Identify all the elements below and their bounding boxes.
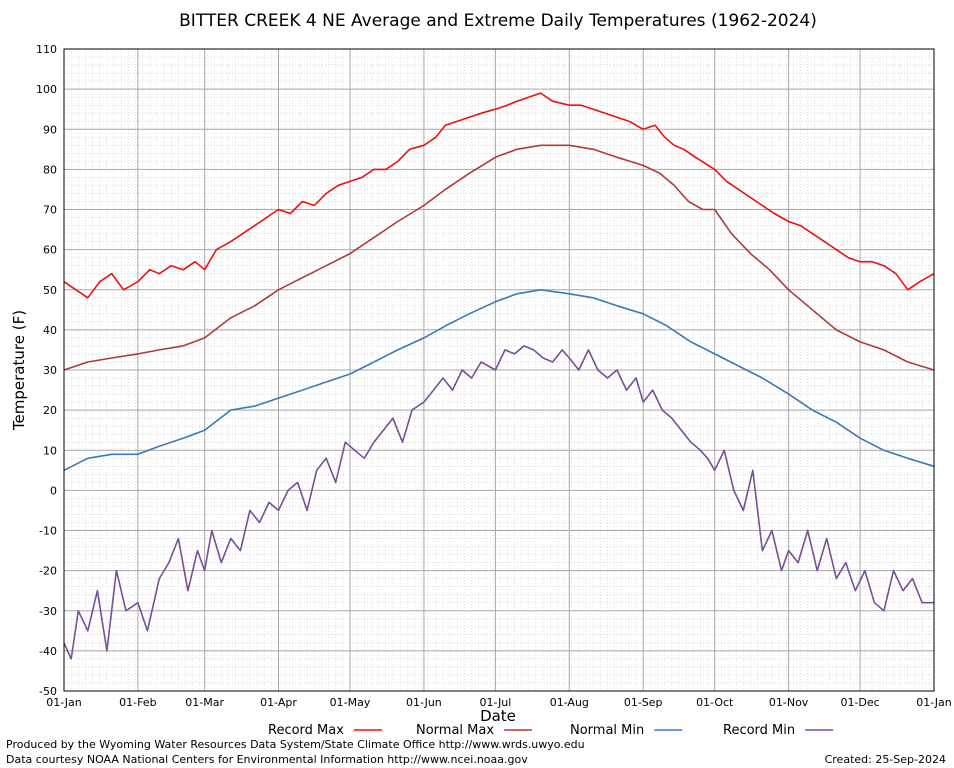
y-tick-label: -20 [39, 565, 57, 578]
y-axis-title: Temperature (F) [10, 310, 28, 431]
y-tick-label: 0 [50, 484, 57, 497]
x-axis-ticks: 01-Jan 01-Feb 01-Mar 01-Apr 01-May 01-Jun 01-J… [46, 696, 952, 709]
x-tick-label: 01-Jun [406, 696, 442, 709]
footer-producer: Produced by the Wyoming Water Resources … [6, 738, 585, 751]
y-tick-label: 80 [43, 163, 57, 176]
x-tick-label: 01-Feb [119, 696, 156, 709]
y-tick-label: 30 [43, 364, 57, 377]
plot-frame [63, 48, 935, 692]
x-tick-label: 01-Jan [916, 696, 952, 709]
y-axis-ticks: -50 -40 -30 -20 -10 0 10 20 30 40 50 60 70 80 90 100 110 [36, 43, 57, 698]
x-tick-label: 01-Jul [479, 696, 511, 709]
x-tick-label: 01-Mar [185, 696, 224, 709]
plot-area [63, 48, 935, 692]
x-tick-label: 01-May [330, 696, 371, 709]
y-tick-label: 20 [43, 404, 57, 417]
legend-label-record-min: Record Min [723, 723, 795, 738]
footer-courtesy: Data courtesy NOAA National Centers for … [6, 753, 528, 766]
x-axis-title: Date [480, 707, 516, 725]
legend-label-normal-max: Normal Max [416, 723, 494, 738]
y-tick-label: 60 [43, 244, 57, 257]
y-tick-label: 50 [43, 284, 57, 297]
x-tick-label: 01-Sep [624, 696, 663, 709]
y-tick-label: 10 [43, 444, 57, 457]
chart-title: BITTER CREEK 4 NE Average and Extreme Da… [179, 11, 817, 31]
x-tick-label: 01-Apr [260, 696, 297, 709]
series-layer [63, 92, 935, 660]
x-tick-label: 01-Dec [840, 696, 879, 709]
y-tick-label: 110 [36, 43, 57, 56]
x-tick-label: 01-Oct [696, 696, 734, 709]
y-tick-label: -40 [39, 645, 57, 658]
x-tick-label: 01-Jan [46, 696, 82, 709]
legend: Record Max Normal Max Normal Min Record Min [268, 723, 834, 738]
legend-label-normal-min: Normal Min [570, 723, 644, 738]
y-tick-label: 40 [43, 324, 57, 337]
y-tick-label: 100 [36, 83, 57, 96]
footer-created: Created: 25-Sep-2024 [825, 753, 946, 766]
legend-label-record-max: Record Max [268, 723, 344, 738]
y-tick-label: 90 [43, 123, 57, 136]
y-tick-label: -10 [39, 525, 57, 538]
y-tick-label: -50 [39, 685, 57, 698]
series-line-normal-min [63, 288, 935, 472]
series-line-normal-max [63, 144, 935, 371]
x-tick-label: 01-Nov [769, 696, 809, 709]
x-tick-label: 01-Aug [550, 696, 589, 709]
series-line-record-min [63, 345, 934, 660]
y-tick-label: -30 [39, 605, 57, 618]
y-tick-label: 70 [43, 204, 57, 217]
series-line-record-max [63, 92, 935, 299]
